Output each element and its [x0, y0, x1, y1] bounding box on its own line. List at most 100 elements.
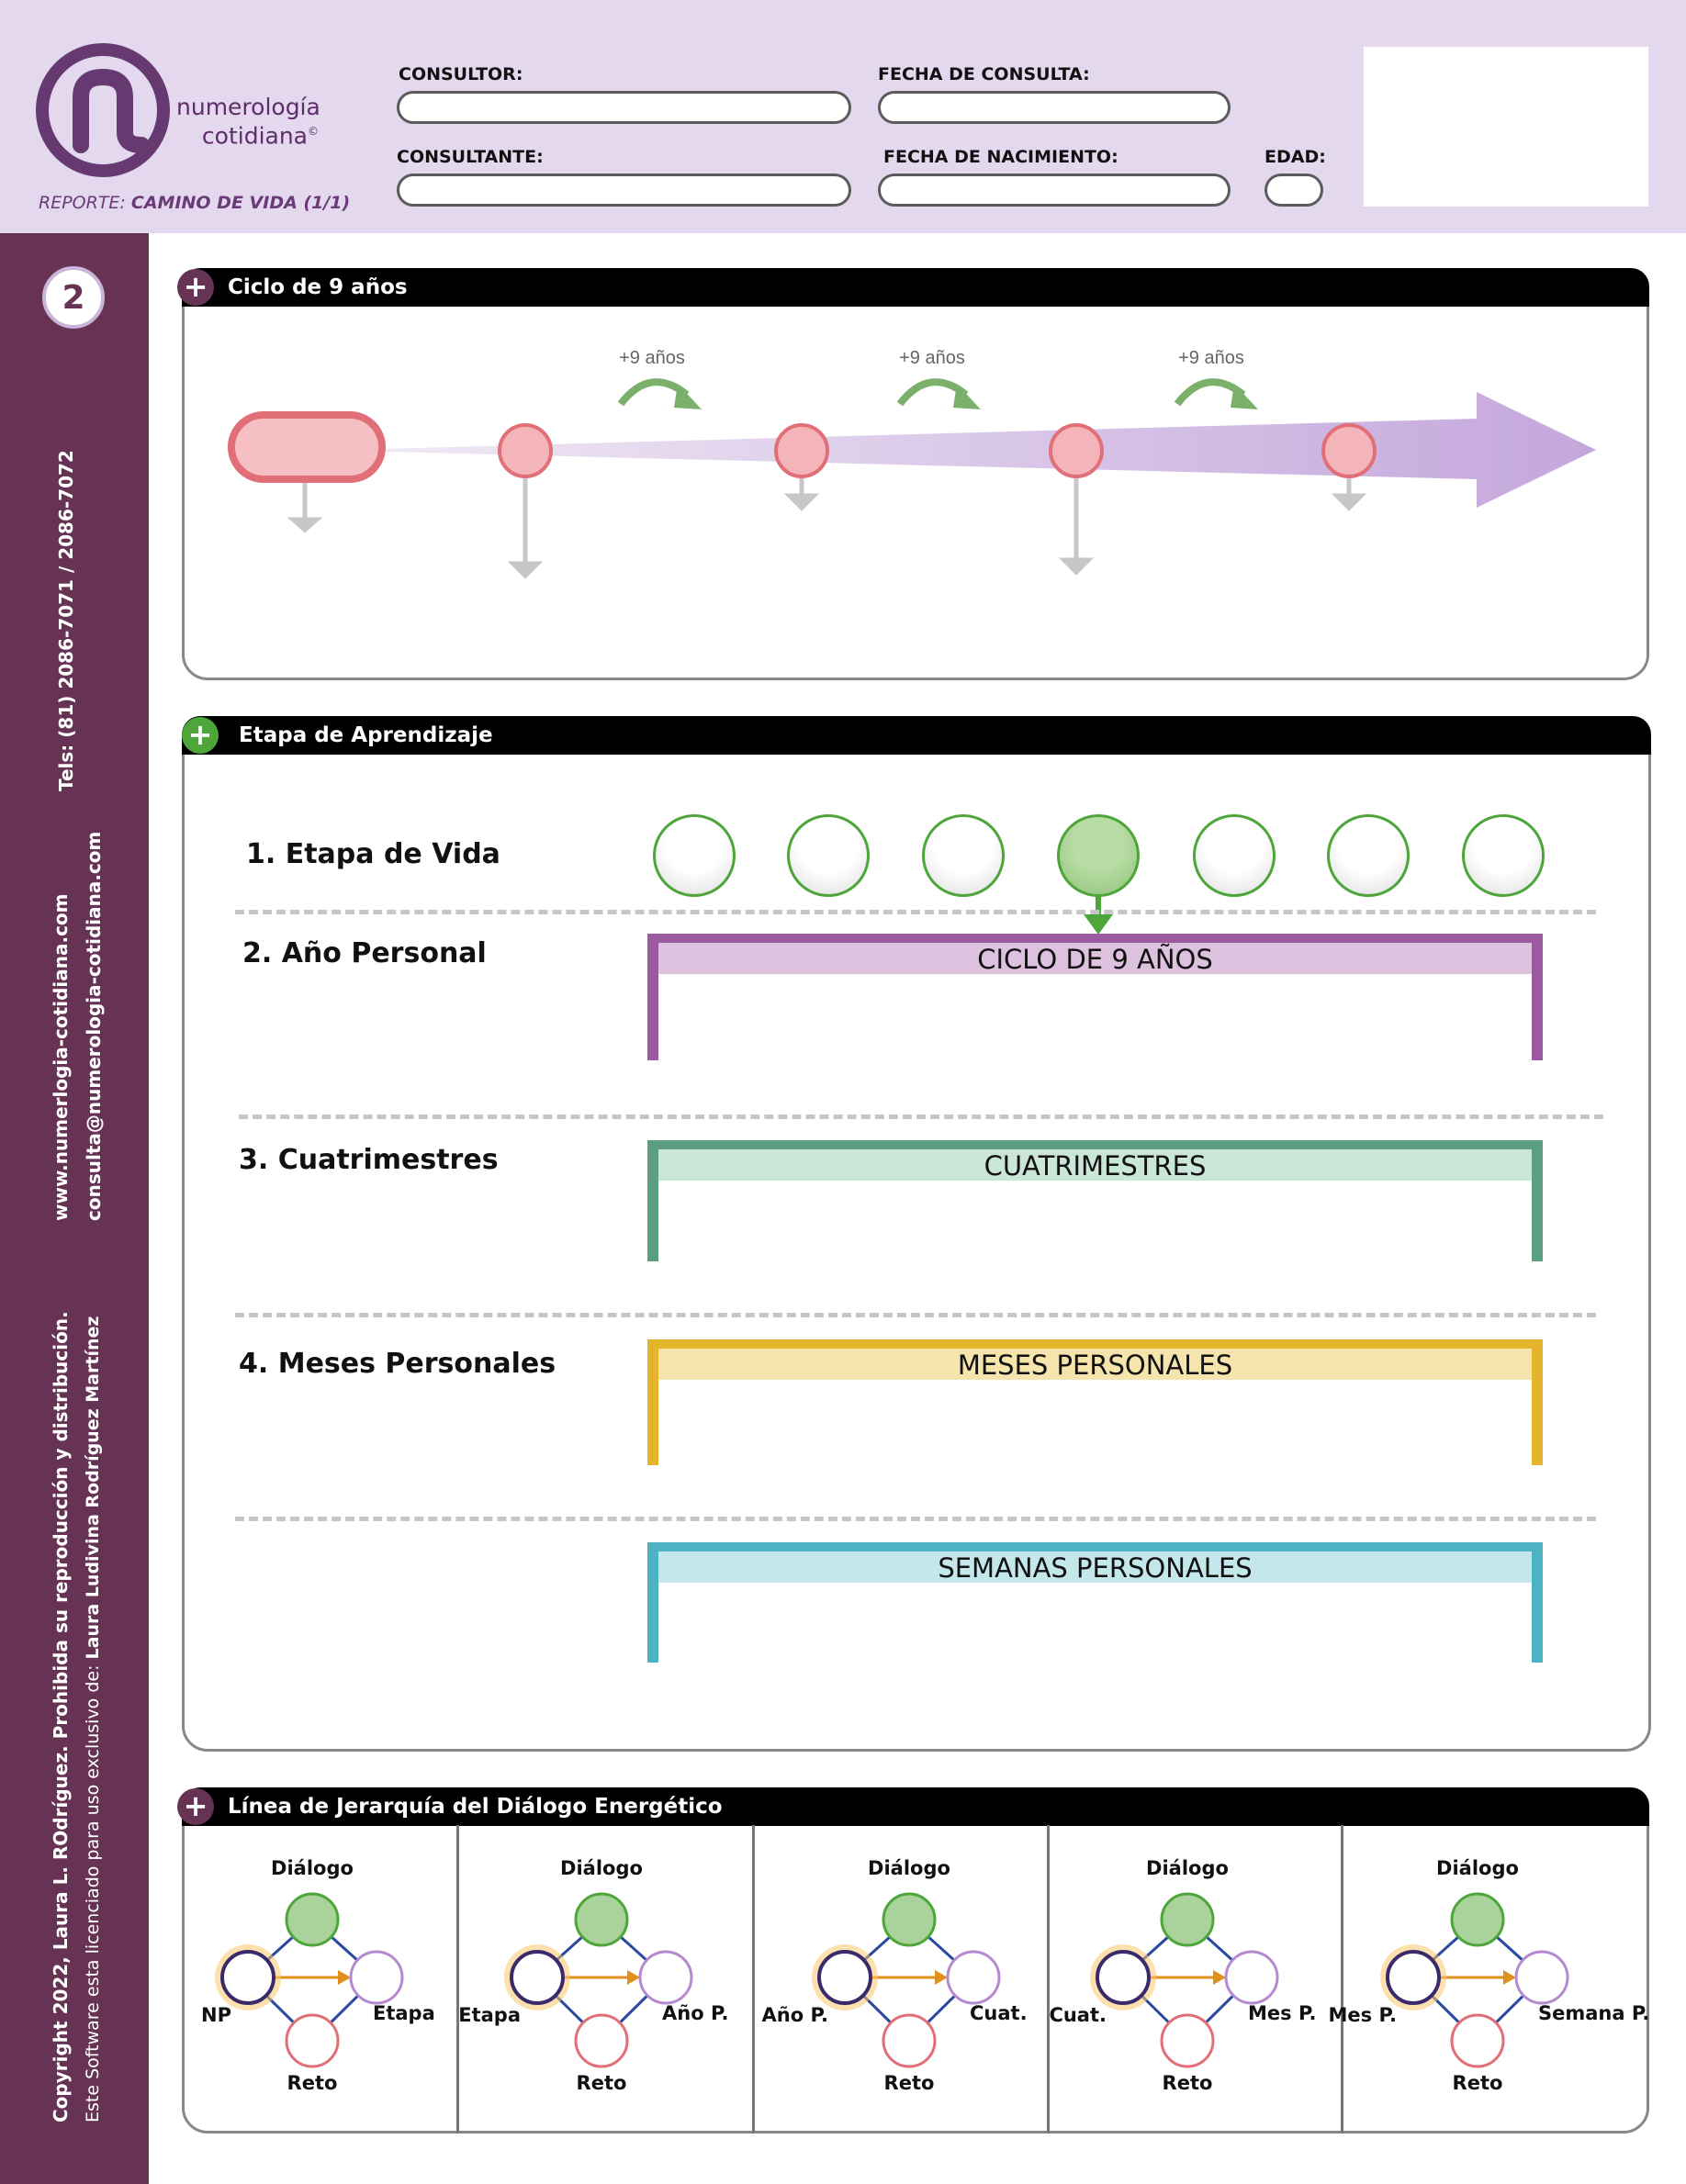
- diagram-label-bottom: Reto: [883, 2072, 935, 2094]
- right-node: [1514, 1950, 1569, 2005]
- ciclo-header: Ciclo de 9 años: [182, 268, 1649, 307]
- stage-circle-4-active[interactable]: [1057, 814, 1140, 897]
- diamond-graph: [1380, 1892, 1569, 2068]
- copyright-text: Copyright 2022, Laura L. ROdríguez. Proh…: [50, 1311, 72, 2122]
- hierarchy-diagram: Diálogo NP Etapa Reto: [165, 1826, 459, 2129]
- diagram-label-bottom: Reto: [287, 2072, 338, 2094]
- down-arrow-icon: [287, 517, 323, 533]
- fecha-consulta-label: FECHA DE CONSULTA:: [878, 64, 1090, 84]
- diagram-label-right: Semana P.: [1538, 2002, 1650, 2024]
- row-cuatrimestres: 3. Cuatrimestres: [239, 1144, 499, 1176]
- jerarquia-plus-icon[interactable]: +: [177, 1788, 214, 1825]
- timeline-node: [1049, 423, 1104, 478]
- fecha-consulta-field[interactable]: [878, 91, 1231, 124]
- band-semanas-label: SEMANAS PERSONALES: [658, 1551, 1532, 1584]
- timeline-arrow: [384, 392, 1596, 508]
- diagram-label-bottom: Reto: [1452, 2072, 1503, 2094]
- flow-arrow-icon: [1503, 1970, 1516, 1985]
- stage-circle-3[interactable]: [922, 814, 1005, 897]
- left-node: [1096, 1950, 1151, 2005]
- diagram-divider: [752, 1825, 755, 2134]
- ciclo-timeline: +9 años +9 años +9 años: [228, 348, 1596, 579]
- report-header: numerología cotidiana© REPORTE: CAMINO D…: [0, 0, 1686, 233]
- right-node: [349, 1950, 404, 2005]
- ciclo-plus-icon[interactable]: +: [177, 269, 214, 306]
- row-etapa-vida: 1. Etapa de Vida: [246, 838, 500, 870]
- diagram-divider: [1047, 1825, 1050, 2134]
- report-title: REPORTE: CAMINO DE VIDA (1/1): [39, 193, 351, 213]
- brand-name: numerología cotidiana©: [176, 94, 320, 150]
- down-arrow-icon: [1331, 493, 1367, 511]
- band-cuatrimestres: CUATRIMESTRES: [647, 1140, 1543, 1261]
- diagram-divider: [456, 1825, 459, 2134]
- diagram-label-top: Diálogo: [271, 1857, 354, 1879]
- jerarquia-header: Línea de Jerarquía del Diálogo Energétic…: [182, 1787, 1649, 1826]
- diagram-label-left: Año P.: [761, 2004, 828, 2026]
- diagram-label-right: Etapa: [373, 2002, 435, 2024]
- timeline-node: [774, 423, 829, 478]
- diagram-label-left: Etapa: [458, 2004, 521, 2026]
- reto-node: [882, 2013, 937, 2068]
- step-label: +9 años: [899, 348, 965, 368]
- diagram-label-left: Mes P.: [1328, 2004, 1397, 2026]
- numerologia-logo: [36, 43, 170, 177]
- stage-circle-1[interactable]: [653, 814, 736, 897]
- consultor-label: CONSULTOR:: [399, 64, 523, 84]
- diagram-label-top: Diálogo: [1436, 1857, 1519, 1879]
- step-label: +9 años: [1178, 348, 1244, 368]
- active-stage-arrow-icon: [1084, 896, 1113, 935]
- down-arrow-icon: [1058, 557, 1095, 576]
- dialogo-node: [574, 1892, 629, 1947]
- edad-field[interactable]: [1264, 174, 1323, 207]
- diagram-label-left: Cuat.: [1049, 2004, 1107, 2026]
- stage-circle-5[interactable]: [1193, 814, 1276, 897]
- reto-node: [574, 2013, 629, 2068]
- flow-arrow-icon: [338, 1970, 351, 1985]
- diagram-label-right: Año P.: [662, 2002, 729, 2024]
- diagram-label-bottom: Reto: [576, 2072, 627, 2094]
- hierarchy-diagram: Diálogo Mes P. Semana P. Reto: [1328, 1826, 1650, 2129]
- band-meses: MESES PERSONALES: [647, 1339, 1543, 1465]
- stage-circle-7[interactable]: [1462, 814, 1545, 897]
- flow-arrow-icon: [935, 1970, 948, 1985]
- dialogo-node: [285, 1892, 340, 1947]
- left-node: [1386, 1950, 1441, 2005]
- left-node: [510, 1950, 565, 2005]
- step-label: +9 años: [619, 348, 685, 368]
- fecha-nacimiento-field[interactable]: [878, 174, 1231, 207]
- diagram-label-right: Cuat.: [970, 2002, 1028, 2024]
- consultor-field[interactable]: [397, 91, 851, 124]
- divider: [239, 1114, 1603, 1119]
- down-arrow-icon: [783, 493, 820, 511]
- divider: [235, 1517, 1596, 1521]
- left-node: [220, 1950, 275, 2005]
- band-cuatrimestres-label: CUATRIMESTRES: [658, 1149, 1532, 1182]
- consultante-field[interactable]: [397, 174, 851, 207]
- etapa-title: Etapa de Aprendizaje: [239, 723, 493, 747]
- dialogo-node: [1450, 1892, 1505, 1947]
- flow-arrow-icon: [1213, 1970, 1226, 1985]
- edad-label: EDAD:: [1264, 147, 1326, 167]
- stage-circle-2[interactable]: [787, 814, 870, 897]
- start-capsule: [228, 411, 386, 483]
- etapa-plus-icon[interactable]: +: [182, 717, 219, 754]
- diamond-graph: [812, 1892, 1001, 2068]
- website-text: www.numerlogia-cotidiana.com: [50, 893, 72, 1221]
- dialogo-node: [1160, 1892, 1215, 1947]
- band-ciclo-9-label: CICLO DE 9 AÑOS: [658, 943, 1532, 975]
- right-node: [946, 1950, 1001, 2005]
- right-node: [638, 1950, 693, 2005]
- band-ciclo-9: CICLO DE 9 AÑOS: [647, 934, 1543, 1060]
- photo-box: [1364, 47, 1648, 207]
- timeline-node: [1321, 423, 1377, 478]
- reto-node: [1450, 2013, 1505, 2068]
- band-semanas: SEMANAS PERSONALES: [647, 1542, 1543, 1663]
- diamond-graph: [504, 1892, 693, 2068]
- diagram-label-top: Diálogo: [868, 1857, 950, 1879]
- sidebar: [0, 233, 149, 2184]
- diagram-label-bottom: Reto: [1162, 2072, 1213, 2094]
- stage-circle-6[interactable]: [1327, 814, 1410, 897]
- etapa-header: Etapa de Aprendizaje: [182, 716, 1651, 755]
- row-meses-personales: 4. Meses Personales: [239, 1348, 556, 1380]
- hierarchy-diagram: Diálogo Etapa Año P. Reto: [455, 1826, 748, 2129]
